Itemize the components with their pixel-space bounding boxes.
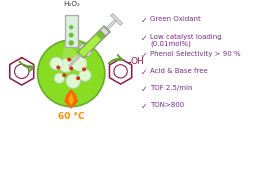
Bar: [79, 35, 101, 57]
Text: Low catalyst loading
(0.01mol%): Low catalyst loading (0.01mol%): [150, 34, 222, 47]
Text: 60 °C: 60 °C: [58, 112, 85, 121]
Text: H₂O₂: H₂O₂: [64, 1, 81, 7]
Circle shape: [56, 65, 60, 69]
Circle shape: [79, 69, 91, 81]
Circle shape: [69, 67, 73, 70]
Circle shape: [54, 73, 64, 83]
Bar: [86, 51, 92, 57]
Circle shape: [66, 74, 80, 88]
Wedge shape: [61, 45, 80, 70]
Text: ✓: ✓: [141, 34, 148, 43]
Text: ✓: ✓: [141, 51, 148, 60]
Bar: [106, 18, 118, 30]
Text: ✓: ✓: [141, 102, 148, 111]
Bar: [77, 26, 110, 58]
Circle shape: [69, 33, 74, 37]
Text: TOF 2.5/min: TOF 2.5/min: [150, 85, 193, 91]
Circle shape: [69, 25, 73, 29]
Circle shape: [76, 76, 80, 80]
Circle shape: [59, 58, 73, 73]
Circle shape: [82, 67, 86, 71]
Text: ✓: ✓: [141, 16, 148, 26]
Text: Acid & Base free: Acid & Base free: [150, 68, 208, 74]
Text: Phenol Selectivity > 90 %: Phenol Selectivity > 90 %: [150, 51, 241, 57]
Circle shape: [67, 58, 71, 62]
Text: Green Oxidant: Green Oxidant: [150, 16, 201, 22]
FancyBboxPatch shape: [65, 15, 78, 47]
Circle shape: [62, 73, 66, 77]
Bar: [111, 13, 123, 25]
Bar: [78, 43, 85, 49]
Bar: [69, 54, 81, 67]
Text: ✓: ✓: [141, 68, 148, 77]
Bar: [100, 27, 109, 36]
Text: OH: OH: [130, 57, 144, 66]
Text: ✓: ✓: [141, 85, 148, 94]
Text: TON>800: TON>800: [150, 102, 184, 108]
Circle shape: [38, 40, 105, 107]
Circle shape: [71, 56, 87, 71]
Polygon shape: [68, 93, 74, 106]
Polygon shape: [64, 89, 78, 109]
Circle shape: [50, 57, 63, 70]
Circle shape: [68, 40, 74, 46]
